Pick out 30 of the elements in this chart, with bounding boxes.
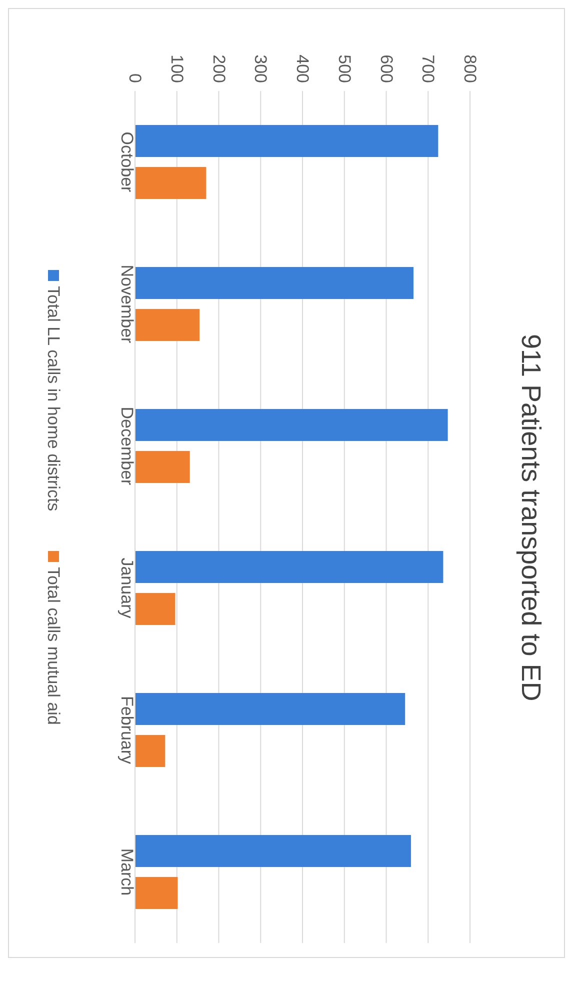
legend-label: Total LL calls in home districts xyxy=(43,286,63,512)
x-tick-label: 200 xyxy=(209,54,228,83)
x-tick-label: 100 xyxy=(167,54,186,83)
x-tick-label: 600 xyxy=(376,54,396,83)
y-tick-label: January xyxy=(118,558,136,619)
bar xyxy=(135,877,178,909)
text: 911 Patients transported to ED xyxy=(515,332,546,704)
legend-label: Total calls mutual aid xyxy=(43,567,63,725)
y-tick-label: March xyxy=(118,848,136,896)
x-tick-label: 300 xyxy=(251,54,270,83)
x-tick-label: 400 xyxy=(293,54,312,83)
x-tick-label: 500 xyxy=(334,54,354,83)
bar xyxy=(135,125,438,157)
bar xyxy=(135,167,206,199)
x-tick-label: 700 xyxy=(418,54,438,83)
bar xyxy=(135,551,444,583)
bar xyxy=(135,693,406,725)
y-tick-label: October xyxy=(118,132,136,193)
bar xyxy=(135,409,448,441)
bar xyxy=(135,267,414,299)
bar xyxy=(135,735,166,767)
bar xyxy=(135,451,190,483)
bar xyxy=(135,309,200,341)
y-tick-label: February xyxy=(118,696,136,765)
x-tick-label: 0 xyxy=(126,74,144,83)
x-tick-label: 800 xyxy=(460,54,480,83)
bar xyxy=(135,835,411,867)
y-tick-label: December xyxy=(118,406,136,486)
y-tick-label: November xyxy=(118,264,136,344)
bar xyxy=(135,593,176,625)
